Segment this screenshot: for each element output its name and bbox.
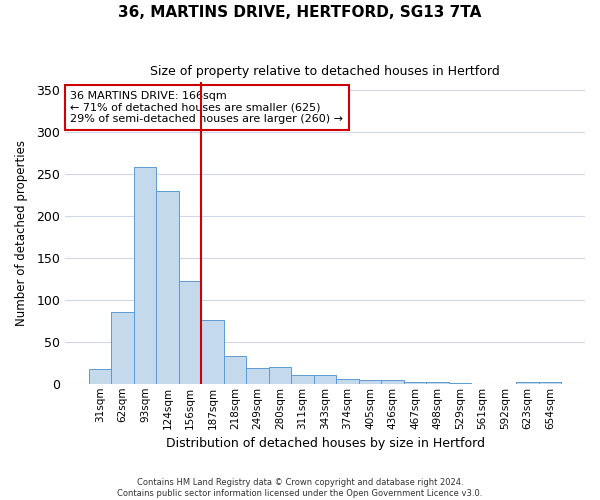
Bar	[246, 368, 269, 384]
Bar	[359, 380, 382, 384]
Bar	[382, 380, 404, 384]
Text: 36 MARTINS DRIVE: 166sqm
← 71% of detached houses are smaller (625)
29% of semi-: 36 MARTINS DRIVE: 166sqm ← 71% of detach…	[70, 91, 343, 124]
Bar	[111, 312, 134, 384]
Bar	[156, 191, 179, 384]
Bar	[201, 320, 224, 384]
Bar	[291, 374, 314, 384]
Title: Size of property relative to detached houses in Hertford: Size of property relative to detached ho…	[150, 65, 500, 78]
Bar	[314, 376, 336, 384]
X-axis label: Distribution of detached houses by size in Hertford: Distribution of detached houses by size …	[166, 437, 485, 450]
Bar	[224, 356, 246, 384]
Bar	[269, 367, 291, 384]
Bar	[134, 168, 156, 384]
Bar	[89, 368, 111, 384]
Bar	[449, 383, 472, 384]
Text: Contains HM Land Registry data © Crown copyright and database right 2024.
Contai: Contains HM Land Registry data © Crown c…	[118, 478, 482, 498]
Bar	[179, 282, 201, 384]
Y-axis label: Number of detached properties: Number of detached properties	[15, 140, 28, 326]
Bar	[404, 382, 427, 384]
Bar	[336, 378, 359, 384]
Bar	[539, 382, 562, 384]
Bar	[427, 382, 449, 384]
Text: 36, MARTINS DRIVE, HERTFORD, SG13 7TA: 36, MARTINS DRIVE, HERTFORD, SG13 7TA	[118, 5, 482, 20]
Bar	[517, 382, 539, 384]
